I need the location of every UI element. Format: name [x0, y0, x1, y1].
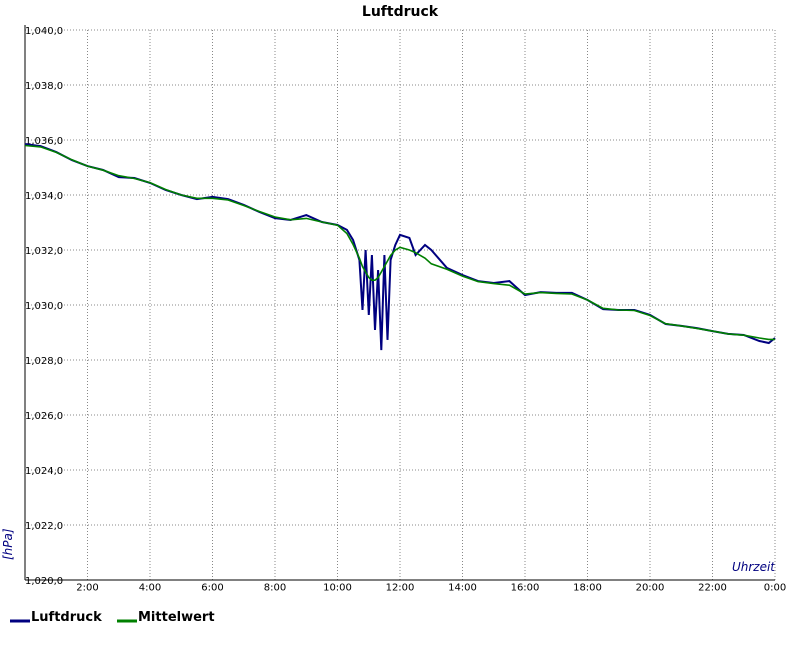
x-tick-label: 2:00	[76, 582, 98, 593]
y-tick-label: 1,028,0	[25, 356, 63, 367]
x-tick-label: 20:00	[636, 582, 665, 593]
y-tick-label: 1,036,0	[25, 136, 63, 147]
x-tick-label: 4:00	[139, 582, 161, 593]
legend: Luftdruck Mittelwert	[10, 610, 215, 625]
x-tick-label: 14:00	[448, 582, 477, 593]
x-tick-label: 18:00	[573, 582, 602, 593]
y-tick-label: 1,030,0	[25, 301, 63, 312]
y-axis-label: [hPa]	[1, 528, 15, 560]
legend-label: Mittelwert	[138, 610, 215, 625]
y-tick-label: 1,022,0	[25, 521, 63, 532]
x-tick-label: 10:00	[323, 582, 352, 593]
x-tick-label: 12:00	[386, 582, 415, 593]
y-tick-label: 1,026,0	[25, 411, 63, 422]
x-tick-label: 8:00	[264, 582, 286, 593]
y-tick-label: 1,032,0	[25, 246, 63, 257]
y-tick-label: 1,034,0	[25, 191, 63, 202]
y-tick-label: 1,024,0	[25, 466, 63, 477]
data-line	[24, 144, 775, 341]
x-tick-label: 0:00	[764, 582, 786, 593]
x-tick-label: 6:00	[201, 582, 223, 593]
y-tick-label: 1,040,0	[25, 26, 63, 37]
x-axis-label: Uhrzeit	[732, 560, 776, 574]
x-tick-label: 22:00	[698, 582, 727, 593]
x-tick-label: 16:00	[511, 582, 540, 593]
chart-title: Luftdruck	[362, 4, 439, 20]
legend-label: Luftdruck	[31, 610, 102, 625]
y-tick-label: 1,020,0	[25, 576, 63, 587]
y-tick-label: 1,038,0	[25, 81, 63, 92]
